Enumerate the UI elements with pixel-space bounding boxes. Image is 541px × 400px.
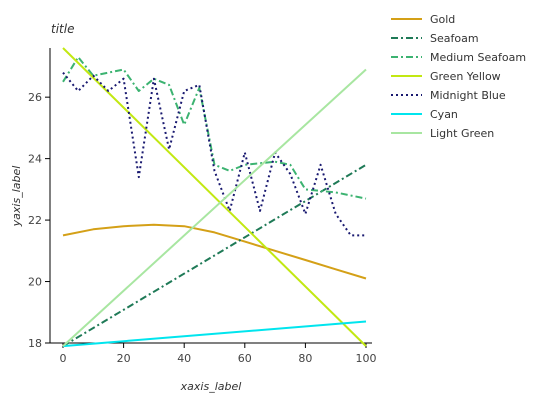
series-line-midnight-blue [62,71,366,237]
y-axis-title: yaxis_label [10,166,23,228]
x-tick-label-0: 0 [60,352,67,365]
legend: Gold Seafoam Medium Seafoam Green Yellow Mid… [391,13,526,140]
x-tick-label-2: 40 [177,352,191,365]
legend-label-green-yellow: Green Yellow [430,70,501,83]
series-line-seafoam [62,163,367,347]
series-layer [62,47,367,348]
series-line-gold [62,223,367,280]
y-ticks: 18 20 22 24 26 [28,91,50,350]
y-tick-label-1: 20 [28,276,42,289]
legend-label-midnight-blue: Midnight Blue [430,89,506,102]
series-line-cyan [62,320,367,348]
series-line-medium-seafoam [62,56,367,200]
x-tick-label-3: 60 [238,352,252,365]
legend-label-gold: Gold [430,13,455,26]
y-tick-label-3: 24 [28,153,42,166]
legend-label-seafoam: Seafoam [430,32,479,45]
y-tick-label-4: 26 [28,91,42,104]
legend-label-cyan: Cyan [430,108,458,121]
series-line-green-yellow [62,47,367,347]
x-axis-title: xaxis_label [180,380,242,393]
chart-title: title [51,22,74,36]
x-ticks: 0 20 40 60 80 100 [60,343,377,365]
x-tick-label-5: 100 [356,352,377,365]
legend-label-medium-seafoam: Medium Seafoam [430,51,526,64]
series-line-light-green [62,68,367,347]
x-tick-label-4: 80 [298,352,312,365]
y-tick-label-0: 18 [28,337,42,350]
x-tick-label-1: 20 [117,352,131,365]
legend-label-light-green: Light Green [430,127,494,140]
y-tick-label-2: 22 [28,214,42,227]
